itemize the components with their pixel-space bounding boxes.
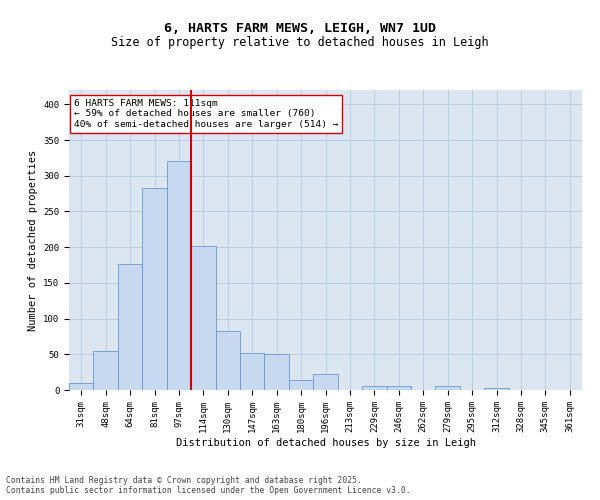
- Bar: [313, 374, 338, 390]
- Bar: [484, 388, 509, 390]
- Bar: [167, 162, 191, 390]
- Y-axis label: Number of detached properties: Number of detached properties: [28, 150, 38, 330]
- Bar: [240, 353, 265, 390]
- Bar: [289, 380, 313, 390]
- Bar: [142, 188, 167, 390]
- Bar: [94, 352, 118, 390]
- Text: 6 HARTS FARM MEWS: 111sqm
← 59% of detached houses are smaller (760)
40% of semi: 6 HARTS FARM MEWS: 111sqm ← 59% of detac…: [74, 99, 338, 129]
- Bar: [362, 386, 386, 390]
- Text: Size of property relative to detached houses in Leigh: Size of property relative to detached ho…: [111, 36, 489, 49]
- Bar: [69, 383, 94, 390]
- Bar: [386, 386, 411, 390]
- Bar: [436, 386, 460, 390]
- Bar: [265, 354, 289, 390]
- Text: 6, HARTS FARM MEWS, LEIGH, WN7 1UD: 6, HARTS FARM MEWS, LEIGH, WN7 1UD: [164, 22, 436, 36]
- X-axis label: Distribution of detached houses by size in Leigh: Distribution of detached houses by size …: [176, 438, 476, 448]
- Bar: [118, 264, 142, 390]
- Bar: [215, 330, 240, 390]
- Text: Contains HM Land Registry data © Crown copyright and database right 2025.
Contai: Contains HM Land Registry data © Crown c…: [6, 476, 410, 495]
- Bar: [191, 246, 215, 390]
